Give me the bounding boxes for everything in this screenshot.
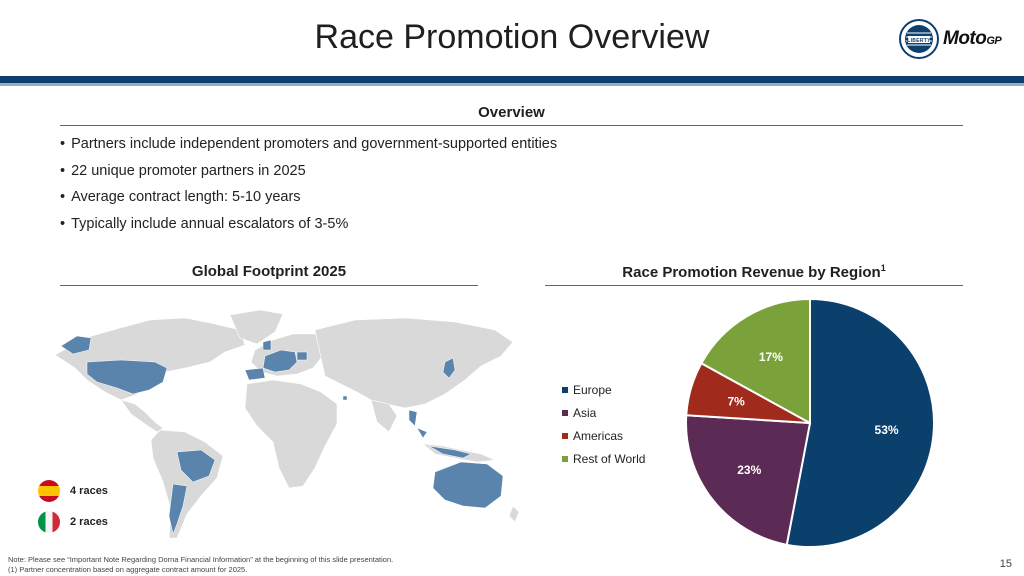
liberty-logo-text: LIBERTY <box>907 38 931 44</box>
map-indonesia-highlight <box>428 445 472 459</box>
spain-flag-icon <box>38 480 60 502</box>
map-africa <box>244 379 338 489</box>
legend-label: Rest of World <box>573 451 646 466</box>
page-title: Race Promotion Overview <box>314 18 710 56</box>
map-new-zealand <box>508 505 520 523</box>
overview-bullet: Typically include annual escalators of 3… <box>60 214 557 241</box>
map-thailand <box>408 409 418 427</box>
map-uk <box>262 339 272 351</box>
chart-legend: Europe Asia Americas Rest of World <box>562 378 645 470</box>
overview-divider <box>60 125 963 126</box>
map-qatar <box>342 395 348 401</box>
map-portugal-spain <box>244 367 266 381</box>
legend-item: Europe <box>562 378 645 401</box>
revenue-heading-text: Race Promotion Revenue by Region <box>622 264 881 281</box>
legend-label: Europe <box>573 382 612 397</box>
map-japan <box>442 357 456 379</box>
legend-swatch <box>562 386 568 393</box>
pie-slice-americas <box>685 361 811 424</box>
legend-swatch <box>562 409 568 416</box>
map-argentina <box>168 483 188 535</box>
motogp-logo-small: GP <box>986 35 1002 47</box>
legend-item: Asia <box>562 401 645 424</box>
map-usa <box>86 359 168 395</box>
map-greenland <box>229 309 284 345</box>
footprint-divider <box>60 285 478 286</box>
world-map <box>54 309 520 539</box>
map-malaysia <box>416 427 428 439</box>
footprint-heading: Global Footprint 2025 <box>191 263 347 280</box>
footnote-line: (1) Partner concentration based on aggre… <box>8 565 248 574</box>
motogp-logo: MotoGP <box>943 28 1002 50</box>
revenue-heading-footnote: 1 <box>880 263 886 273</box>
map-india <box>370 399 398 433</box>
map-asia <box>314 317 514 409</box>
map-alaska <box>60 335 92 355</box>
map-australia-highlight <box>432 461 504 509</box>
overview-list: Partners include independent promoters a… <box>60 134 557 240</box>
flag-legend-label: 4 races <box>70 485 108 497</box>
overview-bullet: Partners include independent promoters a… <box>60 134 557 161</box>
map-czech-austria <box>296 351 308 361</box>
map-south-america <box>150 429 224 539</box>
legend-label: Americas <box>573 428 624 443</box>
header-rule-accent <box>0 83 1024 86</box>
pie-slice-asia <box>685 414 812 546</box>
revenue-divider <box>545 285 963 286</box>
revenue-heading: Race Promotion Revenue by Region1 <box>545 263 963 281</box>
overview-heading: Overview <box>478 104 545 121</box>
pie-data-label: 7% <box>728 395 746 409</box>
legend-swatch <box>562 432 568 439</box>
pie-data-label: 53% <box>875 423 899 437</box>
footnote-line: Note: Please see “Important Note Regardi… <box>8 555 394 564</box>
liberty-logo <box>899 19 939 59</box>
overview-bullet: 22 unique promoter partners in 2025 <box>60 161 557 188</box>
legend-swatch <box>562 455 568 462</box>
pie-data-label: 23% <box>737 463 761 477</box>
map-brazil <box>176 449 216 483</box>
legend-item: Rest of World <box>562 447 645 470</box>
italy-flag-icon <box>38 511 60 533</box>
motogp-logo-main: Moto <box>943 28 987 49</box>
map-western-europe <box>262 349 298 373</box>
overview-bullet: Average contract length: 5-10 years <box>60 187 557 214</box>
pie-data-label: 17% <box>759 350 783 364</box>
legend-label: Asia <box>573 405 597 420</box>
header-rule <box>0 76 1024 83</box>
pie-slice-rest-of-world <box>699 297 811 425</box>
legend-item: Americas <box>562 424 645 447</box>
page-number: 15 <box>999 558 1012 570</box>
footnote: Note: Please see “Important Note Regardi… <box>8 555 393 575</box>
flag-legend-label: 2 races <box>70 516 108 528</box>
pie-slice-europe <box>785 297 935 548</box>
map-central-america <box>120 399 164 433</box>
